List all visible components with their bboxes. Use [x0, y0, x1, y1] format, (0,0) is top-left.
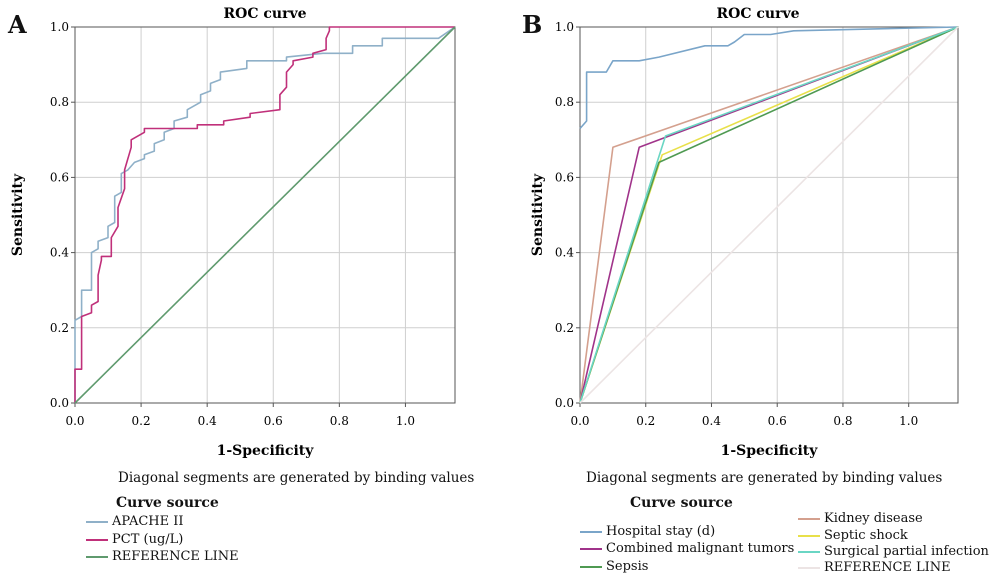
legend-item: REFERENCE LINE	[86, 549, 239, 564]
x-tick-label: 0.4	[702, 414, 721, 428]
series-line-hospital-stay-d	[579, 26, 959, 130]
panel-b: B ROC curve 0.0 0.2 0.4 0.6 0.8 1.0 0.0 0.2 0.4 0.…	[500, 0, 1000, 587]
legend-label: Septic shock	[824, 528, 908, 543]
series-line-pct-ug-l	[74, 26, 455, 403]
plot-frame	[74, 26, 456, 404]
legend-item: REFERENCE LINE	[798, 560, 951, 575]
y-axis-label: Sensitivity	[530, 173, 546, 256]
legend-label: Hospital stay (d)	[606, 524, 716, 539]
y-tick-label: 0.6	[50, 170, 69, 184]
legend-swatch	[86, 520, 108, 523]
legend-label: REFERENCE LINE	[824, 560, 951, 575]
x-tick-label: 0.2	[636, 414, 655, 428]
x-tick-label: 0.0	[65, 414, 84, 428]
series-line-apache-ii	[74, 26, 456, 403]
legend-item: Sepsis	[580, 559, 648, 574]
y-tick-label: 1.0	[555, 20, 574, 34]
legend-item: Hospital stay (d)	[580, 524, 715, 539]
legend-item: Septic shock	[798, 528, 908, 543]
y-tick-label: 0.4	[50, 246, 69, 260]
y-tick-label: 0.0	[50, 396, 69, 410]
legend-swatch	[798, 550, 820, 553]
legend-swatch	[798, 566, 820, 569]
y-tick-label: 0.8	[50, 95, 69, 109]
legend-item: APACHE II	[86, 514, 184, 529]
legend-swatch	[798, 534, 820, 537]
x-axis-label: 1-Specificity	[217, 443, 315, 459]
legend-swatch	[86, 538, 108, 541]
legend-label: APACHE II	[112, 514, 184, 529]
series-line-reference-line	[579, 26, 959, 404]
x-tick-label: 0.8	[330, 414, 349, 428]
x-axis-label: 1-Specificity	[721, 443, 819, 459]
legend-swatch	[580, 565, 602, 568]
legend-swatch	[580, 547, 602, 550]
y-tick-label: 0.2	[555, 321, 574, 335]
x-tick-label: 0.6	[264, 414, 283, 428]
y-tick-label: 0.4	[555, 246, 574, 260]
x-tick-label: 0.8	[833, 414, 852, 428]
y-tick-label: 0.8	[555, 95, 574, 109]
panel-letter: B	[522, 10, 543, 39]
legend-item: Surgical partial infection	[798, 544, 989, 559]
legend-item: PCT (ug/L)	[86, 532, 183, 547]
roc-chart-b: ROC curve 0.0 0.2 0.4 0.6 0.8 1.0 0.0 0.2 0.4 0.6 0…	[530, 6, 959, 459]
legend-title: Curve source	[116, 495, 219, 511]
x-tick-label: 0.2	[132, 414, 151, 428]
binding-note: Diagonal segments are generated by bindi…	[118, 470, 475, 486]
y-axis-label: Sensitivity	[10, 173, 26, 256]
series-line-surgical-partial-infection	[579, 26, 959, 404]
legend-label: Combined malignant tumors	[606, 541, 795, 556]
chart-title: ROC curve	[224, 6, 307, 22]
y-tick-label: 0.2	[50, 321, 69, 335]
binding-note: Diagonal segments are generated by bindi…	[586, 470, 943, 486]
x-tick-label: 0.6	[768, 414, 787, 428]
legend-label: REFERENCE LINE	[112, 549, 239, 564]
y-tick-label: 0.6	[555, 170, 574, 184]
legend-label: PCT (ug/L)	[112, 532, 184, 547]
series-line-kidney-disease	[579, 26, 959, 404]
legend-title: Curve source	[630, 495, 733, 511]
panel-letter: A	[8, 10, 27, 39]
legend-label: Kidney disease	[824, 511, 923, 526]
x-tick-label: 1.0	[396, 414, 415, 428]
roc-chart-a: ROC curve 0.0 0.2 0.4 0.6 0.8 1.0 0.0 0.2 0.4 0.6 0…	[10, 6, 456, 459]
legend-label: Sepsis	[606, 559, 649, 574]
legend-swatch	[580, 530, 602, 533]
panel-a: A ROC curve 0.0 0.2 0.4 0.6 0.8 1.0 0.0 0.2 0.4 0.…	[8, 6, 475, 564]
x-tick-label: 0.4	[198, 414, 217, 428]
legend-label: Surgical partial infection	[824, 544, 989, 559]
x-tick-label: 0.0	[570, 414, 589, 428]
y-tick-label: 1.0	[50, 20, 69, 34]
series-line-reference-line	[74, 26, 456, 404]
legend-item: Combined malignant tumors	[580, 541, 794, 556]
plot-frame	[579, 26, 959, 404]
legend-swatch	[798, 517, 820, 520]
chart-title: ROC curve	[717, 6, 800, 22]
x-tick-label: 1.0	[899, 414, 918, 428]
legend-item: Kidney disease	[798, 511, 923, 526]
legend-swatch	[86, 555, 108, 558]
y-tick-label: 0.0	[555, 396, 574, 410]
